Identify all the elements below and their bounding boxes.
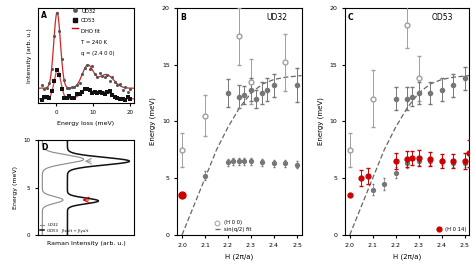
Text: A: A: [41, 11, 46, 20]
Point: [63, 86, 71, 91]
Point: [76, 92, 83, 96]
Text: D: D: [41, 143, 47, 152]
X-axis label: H (2π/a): H (2π/a): [225, 253, 254, 260]
Point: [65, 86, 73, 91]
Point: [127, 97, 134, 101]
Point: [104, 73, 111, 78]
Text: q = (2.4 0 0): q = (2.4 0 0): [81, 50, 115, 56]
Point: [114, 83, 121, 88]
Point: [73, 83, 81, 87]
Point: [121, 98, 129, 102]
Point: [58, 57, 65, 61]
Point: [116, 97, 124, 101]
Point: [106, 78, 114, 83]
Y-axis label: Intensity (arb. u.): Intensity (arb. u.): [27, 28, 32, 83]
Point: [99, 91, 106, 95]
Legend: (H 0 0), sin(q/2) fit: (H 0 0), sin(q/2) fit: [214, 220, 252, 232]
Point: [55, 73, 63, 77]
Point: [38, 83, 46, 87]
Point: [89, 91, 96, 95]
Point: [111, 95, 119, 99]
Text: UD32: UD32: [81, 9, 96, 14]
Point: [54, 15, 62, 19]
Text: UD32: UD32: [267, 13, 288, 22]
Legend: (H 0 14): (H 0 14): [437, 226, 466, 232]
Point: [109, 93, 116, 97]
Point: [93, 91, 101, 96]
Point: [71, 96, 78, 101]
Point: [63, 96, 71, 100]
Point: [58, 87, 65, 91]
Text: OD53: OD53: [81, 18, 96, 23]
Text: DHO fit: DHO fit: [81, 29, 100, 34]
Point: [116, 82, 124, 86]
Point: [46, 96, 53, 100]
Y-axis label: Energy (meV): Energy (meV): [318, 97, 324, 146]
Point: [50, 34, 58, 38]
Point: [91, 90, 99, 95]
Point: [46, 81, 53, 85]
Y-axis label: Energy (meV): Energy (meV): [150, 97, 156, 146]
Point: [109, 74, 116, 79]
Text: B: B: [180, 13, 186, 22]
Point: [114, 96, 121, 101]
Text: T = 240 K: T = 240 K: [81, 40, 107, 45]
Point: [48, 67, 55, 71]
Point: [83, 87, 91, 91]
Text: OD53: OD53: [432, 13, 454, 22]
Point: [71, 85, 78, 89]
Point: [119, 88, 127, 92]
Point: [101, 92, 109, 96]
Point: [73, 92, 81, 97]
Point: [54, 23, 62, 27]
X-axis label: Energy loss (meV): Energy loss (meV): [57, 121, 114, 126]
Point: [48, 89, 55, 93]
Legend: UD32, OD53   J(xu)t + J(yu)t: UD32, OD53 J(xu)t + J(yu)t: [40, 223, 89, 233]
Point: [91, 72, 99, 76]
Point: [78, 71, 86, 76]
Point: [43, 85, 50, 90]
Point: [78, 89, 86, 94]
Point: [121, 85, 129, 89]
Point: [96, 89, 104, 94]
Point: [81, 66, 89, 70]
Point: [83, 62, 91, 67]
Point: [124, 95, 131, 99]
Point: [43, 95, 50, 99]
Point: [55, 29, 63, 33]
Point: [99, 73, 106, 78]
Point: [68, 96, 76, 100]
Point: [53, 68, 61, 72]
Point: [40, 95, 48, 99]
Point: [101, 75, 109, 80]
Point: [96, 71, 104, 75]
X-axis label: Raman Intensity (arb. u.): Raman Intensity (arb. u.): [46, 241, 125, 246]
Point: [111, 80, 119, 84]
Point: [81, 87, 89, 91]
Point: [53, 11, 61, 15]
Y-axis label: Energy (meV): Energy (meV): [13, 166, 18, 209]
Point: [38, 98, 46, 102]
Point: [61, 95, 68, 100]
Point: [89, 64, 96, 69]
Point: [68, 85, 76, 89]
Point: [104, 90, 111, 95]
Point: [40, 87, 48, 91]
Point: [65, 94, 73, 98]
X-axis label: H (2π/a): H (2π/a): [393, 253, 421, 260]
Point: [106, 89, 114, 93]
Point: [86, 66, 93, 71]
Point: [93, 75, 101, 79]
Point: [127, 87, 134, 92]
Text: C: C: [347, 13, 353, 22]
Point: [124, 90, 131, 94]
Point: [61, 78, 68, 82]
Point: [50, 79, 58, 83]
Point: [86, 88, 93, 92]
Point: [76, 81, 83, 85]
Point: [119, 97, 127, 101]
